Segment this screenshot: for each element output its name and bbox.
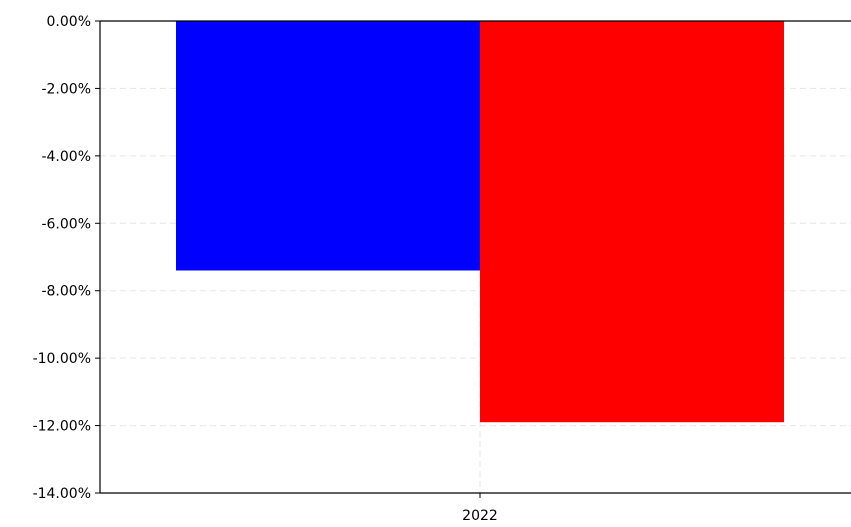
y-tick-label: -14.00%	[33, 486, 91, 502]
bar-series-2-2022	[480, 21, 784, 423]
y-tick-label: -4.00%	[41, 149, 91, 165]
bars-layer	[176, 21, 784, 423]
y-tick-label: -10.00%	[33, 351, 91, 367]
y-tick-label: 0.00%	[47, 14, 91, 30]
y-tick-label: -12.00%	[33, 419, 91, 435]
ticks-layer: 0.00% -2.00% -4.00% -6.00% -8.00% -10.00% -12.…	[33, 14, 498, 524]
bar-series-1-2022	[176, 21, 480, 271]
y-tick-label: -6.00%	[41, 216, 91, 232]
y-tick-label: -2.00%	[41, 81, 91, 97]
y-tick-label: -8.00%	[41, 284, 91, 300]
axes-layer	[99, 20, 851, 494]
x-tick-label: 2022	[462, 508, 498, 524]
